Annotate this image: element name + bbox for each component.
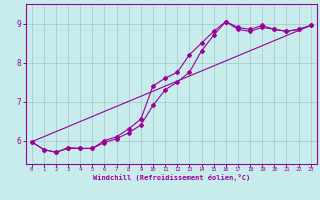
- X-axis label: Windchill (Refroidissement éolien,°C): Windchill (Refroidissement éolien,°C): [92, 174, 250, 181]
